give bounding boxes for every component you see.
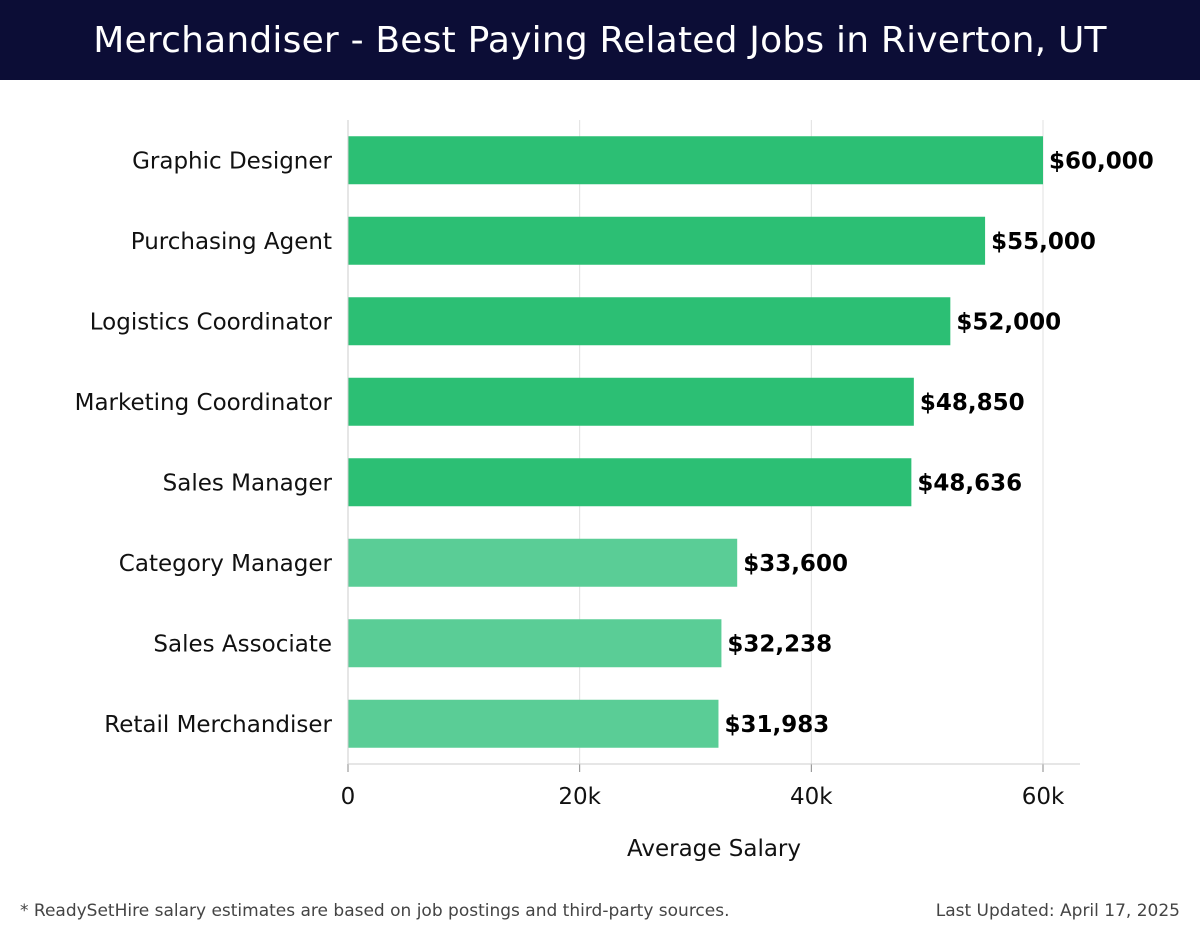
grid-lines <box>579 120 1044 764</box>
category-label: Marketing Coordinator <box>75 390 333 416</box>
bar-4 <box>348 458 912 507</box>
bars: $60,000 $55,000 $52,000 $48,850 $48,636 $33,6… <box>348 136 1154 748</box>
category-label: Retail Merchandiser <box>104 712 332 738</box>
category-label: Logistics Coordinator <box>90 309 333 335</box>
page-title: Merchandiser - Best Paying Related Jobs … <box>93 19 1107 61</box>
category-label: Category Manager <box>119 551 333 577</box>
x-axis-label: Average Salary <box>627 836 801 862</box>
category-label: Sales Manager <box>163 470 333 496</box>
axes: 0 20k 40k 60k Graphic Designer Purchasing Age… <box>75 120 1080 810</box>
value-label: $55,000 <box>991 229 1096 255</box>
x-tick-label: 60k <box>1022 784 1065 810</box>
value-label: $32,238 <box>727 631 832 657</box>
category-label: Sales Associate <box>153 631 332 657</box>
bar-0 <box>348 136 1043 185</box>
value-label: $31,983 <box>724 712 829 738</box>
bar-2 <box>348 297 951 346</box>
salary-bar-chart: $60,000 $55,000 $52,000 $48,850 $48,636 $33,6… <box>75 120 1154 862</box>
value-label: $48,636 <box>917 470 1022 496</box>
bar-6 <box>348 619 722 668</box>
x-tick-label: 20k <box>558 784 601 810</box>
x-tick-label: 40k <box>790 784 833 810</box>
value-label: $60,000 <box>1049 148 1154 174</box>
value-label: $33,600 <box>743 551 848 577</box>
bar-5 <box>348 538 738 587</box>
category-label: Purchasing Agent <box>131 229 332 255</box>
category-label: Graphic Designer <box>132 148 332 174</box>
bar-1 <box>348 216 986 265</box>
bar-7 <box>348 699 719 748</box>
x-tick-label: 0 <box>341 784 356 810</box>
footer-updated: Last Updated: April 17, 2025 <box>935 901 1180 921</box>
value-label: $48,850 <box>920 390 1025 416</box>
bar-3 <box>348 377 914 426</box>
page-header: Merchandiser - Best Paying Related Jobs … <box>0 0 1200 80</box>
footer-note: * ReadySetHire salary estimates are base… <box>20 901 730 921</box>
value-label: $52,000 <box>956 309 1061 335</box>
